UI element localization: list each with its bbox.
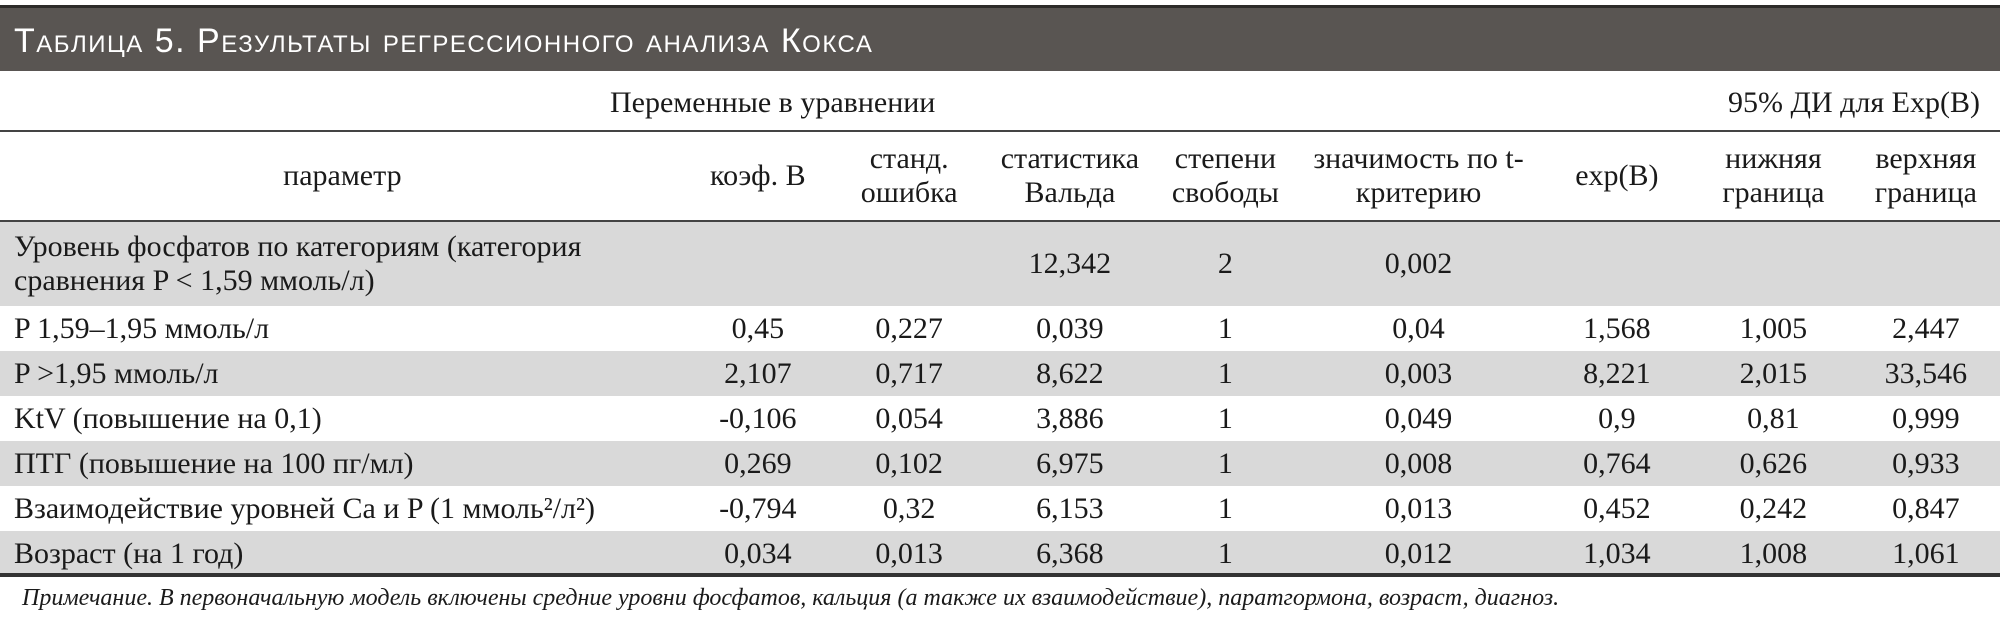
- cell-wald: 6,153: [1036, 491, 1104, 525]
- group-header-ci: 95% ДИ для Exp(B): [1728, 86, 1980, 119]
- cell-upper-bound: 0,933: [1851, 441, 2000, 486]
- cell-wald: 3,886: [1036, 401, 1104, 435]
- column-header-parameter: параметр: [283, 159, 402, 192]
- table-row: ПТГ (повышение на 100 пг/мл) 0,269 0,102…: [0, 441, 2000, 486]
- group-header-row: Переменные в уравнении 95% ДИ для Exp(B): [0, 78, 2000, 132]
- column-header-row: параметр коэф. B станд. ошибка статистик…: [0, 132, 2000, 221]
- cell-exp-b: 1,568: [1583, 311, 1651, 345]
- cell-coef-b: -0,794: [719, 491, 797, 525]
- cell-wald: 6,368: [987, 531, 1153, 576]
- cell-parameter: P >1,95 ммоль/л: [0, 351, 685, 396]
- cell-std-error: 0,054: [875, 401, 943, 435]
- cell-upper-bound: 0,847: [1892, 491, 1960, 525]
- cell-df: 1: [1152, 351, 1299, 396]
- cell-significance: 0,013: [1384, 491, 1453, 525]
- regression-table: параметр коэф. B станд. ошибка статистик…: [0, 132, 2000, 576]
- cell-df: 1: [1152, 441, 1299, 486]
- cell-coef-b: [684, 221, 831, 306]
- cell-std-error: 0,013: [830, 531, 988, 576]
- cell-upper-bound: 1,061: [1851, 531, 2000, 576]
- cell-std-error: 0,102: [830, 441, 988, 486]
- column-header-exp-b: exp(B): [1575, 159, 1659, 192]
- cell-coef-b: 0,45: [731, 311, 785, 345]
- column-header-coef-b: коэф. B: [710, 159, 806, 192]
- cell-df: 1: [1217, 491, 1233, 525]
- table-row: KtV (повышение на 0,1) -0,106 0,054 3,88…: [0, 396, 2000, 441]
- cell-lower-bound: [1695, 221, 1852, 306]
- cell-std-error: [830, 221, 988, 306]
- cell-std-error: 0,227: [875, 311, 943, 345]
- cell-significance: 0,012: [1298, 531, 1539, 576]
- cell-upper-bound: 33,546: [1851, 351, 2000, 396]
- cell-wald: 12,342: [987, 221, 1153, 306]
- cell-coef-b: 0,269: [684, 441, 831, 486]
- column-header-std-error: станд. ошибка: [860, 142, 958, 209]
- table-row: P 1,59–1,95 ммоль/л 0,45 0,227 0,039 1 0…: [0, 306, 2000, 351]
- cell-exp-b: 1,034: [1538, 531, 1696, 576]
- cell-wald: 0,039: [1036, 311, 1104, 345]
- cell-coef-b: -0,106: [719, 401, 797, 435]
- cell-significance: 0,049: [1384, 401, 1453, 435]
- cell-df: 1: [1217, 311, 1233, 345]
- cell-std-error: 0,717: [830, 351, 988, 396]
- cell-wald: 6,975: [987, 441, 1153, 486]
- cell-exp-b: 0,764: [1538, 441, 1696, 486]
- cell-df: 1: [1152, 531, 1299, 576]
- table-note: Примечание. В первоначальную модель вклю…: [22, 585, 1560, 611]
- table-row: P >1,95 ммоль/л 2,107 0,717 8,622 1 0,00…: [0, 351, 2000, 396]
- cell-parameter: Уровень фосфатов по категориям (категори…: [0, 221, 685, 306]
- cell-parameter: KtV (повышение на 0,1): [14, 401, 322, 435]
- cell-lower-bound: 2,015: [1695, 351, 1852, 396]
- cell-significance: 0,003: [1298, 351, 1539, 396]
- cell-coef-b: 0,034: [684, 531, 831, 576]
- cell-df: 1: [1217, 401, 1233, 435]
- cell-significance: 0,002: [1298, 221, 1539, 306]
- table-title: Таблица 5. Результаты регрессионного ана…: [14, 22, 874, 60]
- cell-upper-bound: [1851, 221, 2000, 306]
- cell-wald: 8,622: [987, 351, 1153, 396]
- cell-parameter: ПТГ (повышение на 100 пг/мл): [0, 441, 685, 486]
- column-header-lower-bound: нижняя граница: [1722, 142, 1825, 209]
- group-header-variables: Переменные в уравнении: [610, 86, 936, 119]
- cell-exp-b: 0,452: [1583, 491, 1651, 525]
- cell-lower-bound: 1,008: [1695, 531, 1852, 576]
- cell-exp-b: [1538, 221, 1696, 306]
- cell-parameter: Возраст (на 1 год): [0, 531, 685, 576]
- cell-significance: 0,04: [1392, 311, 1445, 345]
- cell-upper-bound: 2,447: [1892, 311, 1960, 345]
- title-bar: Таблица 5. Результаты регрессионного ана…: [0, 5, 2000, 71]
- column-header-significance: значимость по t-критерию: [1313, 142, 1524, 209]
- table-row: Возраст (на 1 год) 0,034 0,013 6,368 1 0…: [0, 531, 2000, 576]
- table-row: Уровень фосфатов по категориям (категори…: [0, 221, 2000, 306]
- bottom-rule: [0, 573, 2000, 577]
- column-header-wald: статистика Вальда: [1000, 142, 1140, 209]
- column-header-df: степени свободы: [1171, 142, 1279, 209]
- cell-parameter: Взаимодействие уровней Ca и P (1 ммоль²/…: [14, 491, 595, 525]
- cell-significance: 0,008: [1298, 441, 1539, 486]
- cell-lower-bound: 0,242: [1739, 491, 1808, 525]
- table-row: Взаимодействие уровней Ca и P (1 ммоль²/…: [0, 486, 2000, 531]
- cell-df: 2: [1152, 221, 1299, 306]
- cell-lower-bound: 0,81: [1747, 401, 1800, 435]
- cell-lower-bound: 0,626: [1695, 441, 1852, 486]
- column-header-upper-bound: верхняя граница: [1874, 142, 1977, 209]
- cell-lower-bound: 1,005: [1739, 311, 1808, 345]
- cell-coef-b: 2,107: [684, 351, 831, 396]
- cell-parameter: P 1,59–1,95 ммоль/л: [14, 311, 270, 345]
- cell-exp-b: 8,221: [1538, 351, 1696, 396]
- cell-upper-bound: 0,999: [1892, 401, 1960, 435]
- cell-std-error: 0,32: [882, 491, 936, 525]
- cell-exp-b: 0,9: [1598, 401, 1636, 435]
